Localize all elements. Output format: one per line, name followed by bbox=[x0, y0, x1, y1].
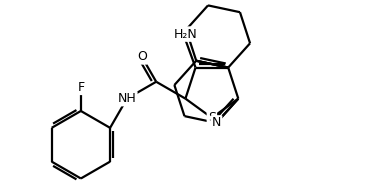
Text: N: N bbox=[212, 116, 221, 129]
Text: O: O bbox=[137, 50, 147, 63]
Text: S: S bbox=[208, 111, 216, 124]
Text: F: F bbox=[77, 81, 84, 94]
Text: H₂N: H₂N bbox=[174, 28, 198, 41]
Text: NH: NH bbox=[118, 92, 136, 105]
